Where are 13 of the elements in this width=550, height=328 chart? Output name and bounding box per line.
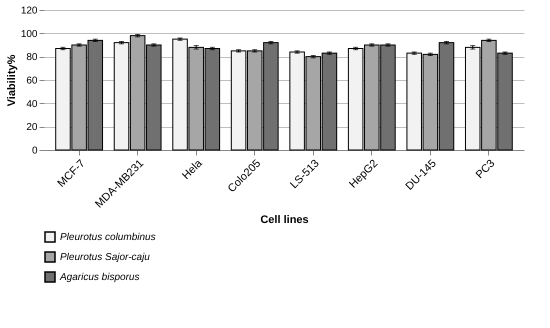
y-axis-title: Viability% [6,54,18,106]
x-tick-label: Hela [180,156,206,182]
legend-label: Agaricus bisporus [59,272,140,283]
y-tick-label: 80 [26,52,38,64]
y-tick-label: 0 [32,146,38,156]
y-tick-label: 60 [26,76,38,86]
y-tick-label: 120 [20,6,38,16]
x-axis-title: Cell lines [260,214,309,226]
y-tick-label: 20 [26,122,38,134]
legend-label: Pleurotus Sajor-caju [60,252,150,263]
y-tick-label: 40 [26,98,38,110]
legend-label: Pleurotus columbinus [60,232,156,243]
y-tick-label: 100 [20,28,38,40]
